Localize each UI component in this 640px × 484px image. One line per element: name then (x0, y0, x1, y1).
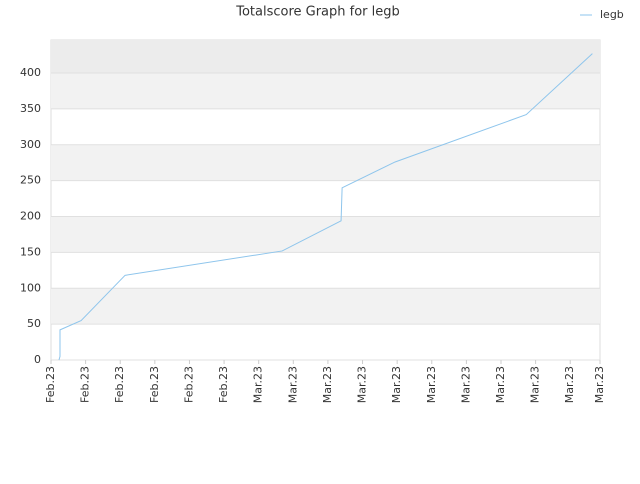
x-tick-label: Mar.23 (390, 366, 403, 403)
y-tick-label: 350 (20, 102, 41, 115)
grid-band (51, 288, 600, 325)
x-tick-label: Mar.23 (563, 366, 576, 403)
y-tick-label: 250 (20, 174, 41, 187)
x-tick-label: Mar.23 (494, 366, 507, 403)
x-tick-label: Mar.23 (356, 366, 369, 403)
y-tick-label: 50 (27, 317, 41, 330)
grid-band (51, 73, 600, 109)
x-tick-label: Feb.23 (217, 366, 230, 403)
chart-title: Totalscore Graph for legb (235, 5, 400, 20)
y-tick-label: 150 (20, 245, 41, 258)
grid-band (51, 216, 600, 253)
x-tick-label: Feb.23 (79, 366, 92, 403)
y-tick-label: 0 (34, 353, 41, 366)
x-tick-label: Mar.23 (252, 366, 265, 403)
x-tick-label: Feb.23 (182, 366, 195, 403)
x-tick-label: Mar.23 (459, 366, 472, 403)
x-tick-label: Mar.23 (529, 366, 542, 403)
y-tick-label: 100 (20, 281, 41, 294)
grid-band (51, 144, 600, 181)
series-line (58, 53, 593, 361)
x-tick-label: Mar.23 (425, 366, 438, 403)
x-tick-label: Feb.23 (148, 366, 161, 403)
y-tick-label: 300 (20, 138, 41, 151)
y-tick-label: 400 (20, 66, 41, 79)
legend-label: legb (600, 8, 624, 21)
x-tick-label: Feb.23 (113, 366, 126, 403)
x-tick-label: Mar.23 (593, 366, 606, 403)
x-tick-label: Feb.23 (44, 366, 57, 403)
grid-band (51, 40, 600, 74)
x-tick-label: Mar.23 (321, 366, 334, 403)
x-tick-label: Mar.23 (286, 366, 299, 403)
y-tick-label: 200 (20, 210, 41, 223)
